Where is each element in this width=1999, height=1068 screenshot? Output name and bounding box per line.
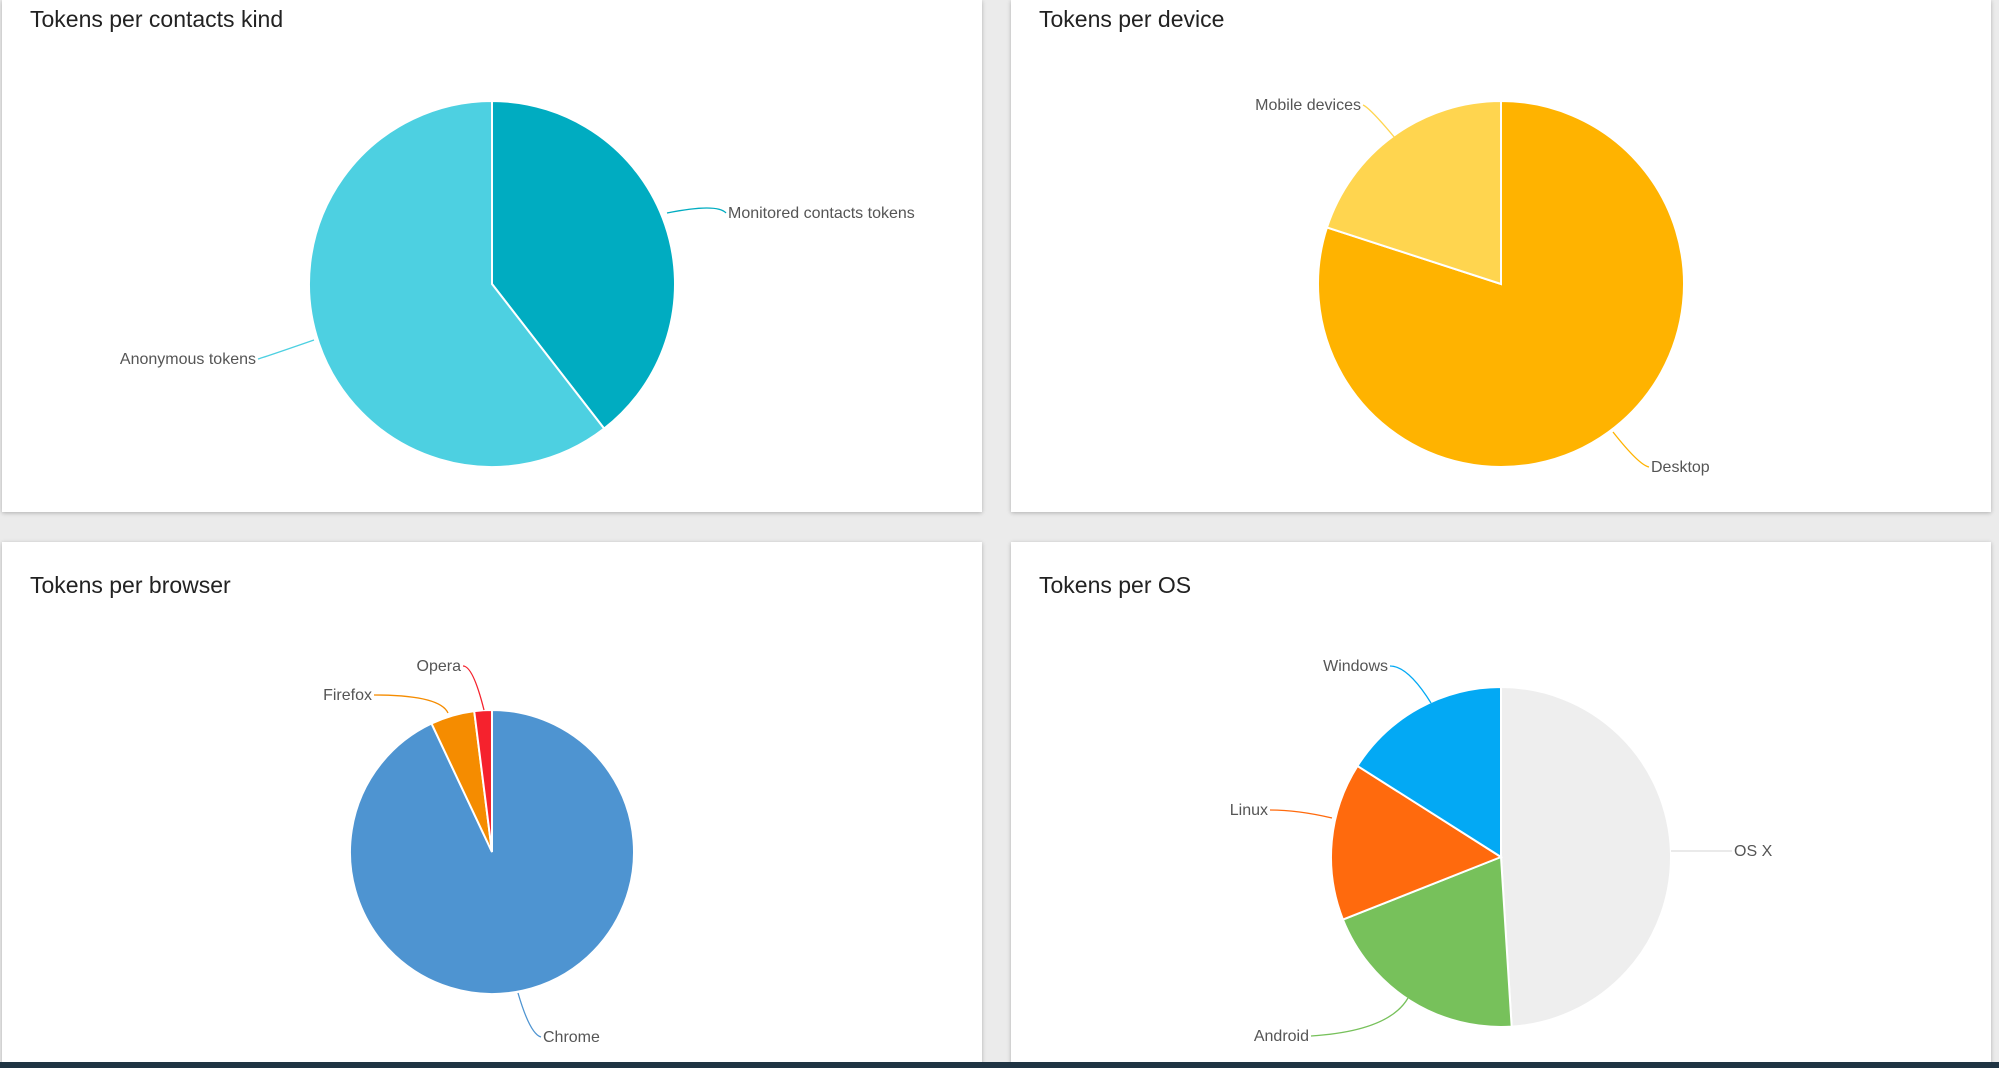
pie-chart-contacts-kind: Monitored contacts tokens Anonymous token… [120, 99, 915, 468]
pie-slice-android[interactable] [1341, 855, 1513, 1028]
chart-title: Tokens per contacts kind [30, 6, 284, 32]
chart-title: Tokens per browser [30, 572, 231, 598]
slice-label-firefox: Firefox [323, 687, 372, 704]
slice-label-opera: Opera [417, 658, 462, 675]
slice-label-mobile-devices: Mobile devices [1255, 97, 1361, 114]
pie-chart-os: OS X Android Linux Windows [1230, 658, 1773, 1045]
leader-line-monitored-contacts-tokens [666, 207, 727, 214]
slice-label-os-x: OS X [1734, 843, 1773, 860]
pie-chart-device: Desktop Mobile devices [1255, 97, 1710, 476]
slice-label-anonymous-tokens: Anonymous tokens [120, 351, 256, 368]
leader-line-linux [1269, 809, 1333, 819]
leader-line-windows [1389, 665, 1432, 704]
slice-label-desktop: Desktop [1651, 459, 1710, 476]
pie-slice-monitored-contacts-tokens[interactable] [491, 99, 676, 431]
slice-label-linux: Linux [1230, 802, 1268, 819]
chart-card-contacts-kind: Tokens per contacts kind Monitored conta… [2, 0, 982, 512]
bottom-strip [0, 1062, 1999, 1068]
slice-label-windows: Windows [1323, 658, 1388, 675]
chart-card-device: Tokens per device Desktop Mobile devices [1011, 0, 1991, 512]
leader-line-desktop [1612, 431, 1650, 468]
leader-line-android [1310, 997, 1409, 1037]
slice-label-android: Android [1254, 1028, 1309, 1045]
pie-chart-browser: Chrome Firefox Opera [323, 658, 635, 1046]
slice-label-chrome: Chrome [543, 1029, 600, 1046]
leader-line-chrome [517, 992, 542, 1038]
chart-card-browser: Tokens per browser Chrome Firefox Opera [2, 542, 982, 1068]
chart-card-os: Tokens per OS OS X Android Linux Windows [1011, 542, 1991, 1068]
pie-slice-anonymous-tokens[interactable] [308, 99, 606, 468]
pie-slice-os-x[interactable] [1500, 685, 1673, 1028]
chart-title: Tokens per OS [1039, 572, 1192, 598]
chart-title: Tokens per device [1039, 6, 1225, 32]
pie-slice-opera[interactable] [473, 708, 493, 853]
leader-line-mobile-devices [1362, 104, 1396, 139]
leader-line-opera [462, 665, 485, 711]
leader-line-firefox [373, 694, 449, 714]
slice-label-monitored-contacts-tokens: Monitored contacts tokens [728, 205, 915, 222]
pie-slice-windows[interactable] [1356, 685, 1502, 859]
pie-slice-linux[interactable] [1330, 764, 1504, 921]
pie-slice-desktop[interactable] [1317, 99, 1685, 468]
leader-line-anonymous-tokens [257, 339, 315, 360]
